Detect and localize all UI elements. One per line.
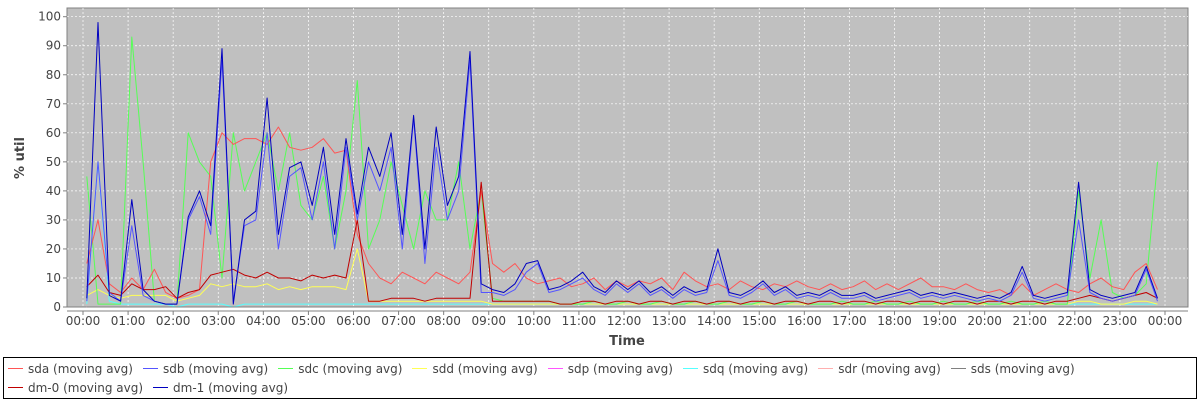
y-axis-label: % util (13, 137, 28, 179)
legend-label: sds (moving avg) (970, 361, 1075, 376)
legend-swatch (142, 368, 158, 369)
x-tick-label: 10:00 (517, 314, 552, 328)
legend: sda (moving avg) sdb (moving avg) sdc (mov… (3, 357, 1197, 399)
x-tick-label: 17:00 (832, 314, 867, 328)
legend-item-sds: sds (moving avg) (950, 359, 1075, 378)
series-lines (86, 22, 1158, 308)
x-tick-label: 14:00 (697, 314, 732, 328)
y-tick-label: 10 (46, 271, 61, 285)
legend-item-dm-1: dm-1 (moving avg) (153, 378, 288, 397)
x-tick-label: 20:00 (967, 314, 1002, 328)
legend-swatch (950, 368, 966, 369)
series-line-dm-1 (86, 22, 1158, 305)
x-tick-label: 12:00 (607, 314, 642, 328)
y-tick-label: 20 (46, 242, 61, 256)
y-tick-label: 100 (38, 10, 61, 24)
y-tick-label: 80 (46, 68, 61, 82)
legend-item-sdc: sdc (moving avg) (278, 359, 402, 378)
x-tick-label: 21:00 (1012, 314, 1047, 328)
legend-label: sdr (moving avg) (838, 361, 941, 376)
legend-label: dm-1 (moving avg) (173, 380, 289, 395)
y-tick-label: 70 (46, 97, 61, 111)
legend-item-sdp: sdp (moving avg) (547, 359, 673, 378)
x-tick-label: 19:00 (922, 314, 957, 328)
x-tick-label: 23:00 (1103, 314, 1138, 328)
legend-swatch (153, 387, 169, 388)
series-line-sdb (86, 59, 1158, 305)
x-tick-label: 16:00 (787, 314, 822, 328)
grid (67, 8, 1188, 307)
utilization-chart: 0 10 20 30 40 50 60 70 80 90 100 00:00 01:00 02:00 03:… (13, 7, 1189, 349)
legend-swatch (8, 368, 23, 369)
x-tick-label: 00:00 (1148, 314, 1183, 328)
plot-area (66, 7, 1189, 308)
legend-swatch (682, 368, 698, 369)
x-tick-label: 00:00 (66, 314, 101, 328)
legend-item-sda: sda (moving avg) (8, 359, 133, 378)
legend-swatch (8, 387, 23, 388)
legend-item-dm-0: dm-0 (moving avg) (8, 378, 143, 397)
legend-label: sdp (moving avg) (567, 361, 673, 376)
x-axis-label: Time (609, 334, 645, 349)
series-line-sdc (86, 36, 1158, 305)
axes: 0 10 20 30 40 50 60 70 80 90 100 00:00 01:00 02:00 03:… (38, 10, 1188, 328)
x-tick-label: 08:00 (426, 314, 461, 328)
y-tick-label: 0 (53, 300, 61, 314)
legend-label: dm-0 (moving avg) (28, 380, 144, 395)
x-tick-label: 22:00 (1058, 314, 1093, 328)
series-line-dm-0 (86, 181, 1158, 305)
x-tick-label: 01:00 (111, 314, 146, 328)
legend-item-sdd: sdd (moving avg) (412, 359, 538, 378)
x-tick-label: 18:00 (877, 314, 912, 328)
x-tick-label: 11:00 (562, 314, 597, 328)
x-tick-label: 07:00 (381, 314, 416, 328)
legend-item-sdr: sdr (moving avg) (818, 359, 941, 378)
x-tick-label: 13:00 (652, 314, 687, 328)
legend-swatch (547, 368, 563, 369)
x-tick-label: 05:00 (291, 314, 326, 328)
x-tick-label: 09:00 (471, 314, 506, 328)
legend-item-sdq: sdq (moving avg) (682, 359, 809, 378)
x-tick-label: 06:00 (336, 314, 371, 328)
legend-swatch (412, 368, 428, 369)
y-tick-label: 60 (46, 126, 61, 140)
legend-item-sdb: sdb (moving avg) (142, 359, 269, 378)
legend-swatch (818, 368, 834, 369)
legend-label: sdq (moving avg) (702, 361, 809, 376)
x-tick-label: 03:00 (201, 314, 236, 328)
y-tick-label: 50 (46, 155, 61, 169)
x-tick-label: 02:00 (156, 314, 191, 328)
legend-label: sdb (moving avg) (162, 361, 269, 376)
y-tick-label: 30 (46, 213, 61, 227)
x-tick-label: 15:00 (742, 314, 777, 328)
legend-swatch (278, 368, 294, 369)
y-tick-label: 90 (46, 39, 61, 53)
legend-label: sdd (moving avg) (432, 361, 538, 376)
y-tick-label: 40 (46, 184, 61, 198)
legend-label: sdc (moving avg) (298, 361, 403, 376)
legend-label: sda (moving avg) (28, 361, 133, 376)
x-tick-label: 04:00 (246, 314, 281, 328)
